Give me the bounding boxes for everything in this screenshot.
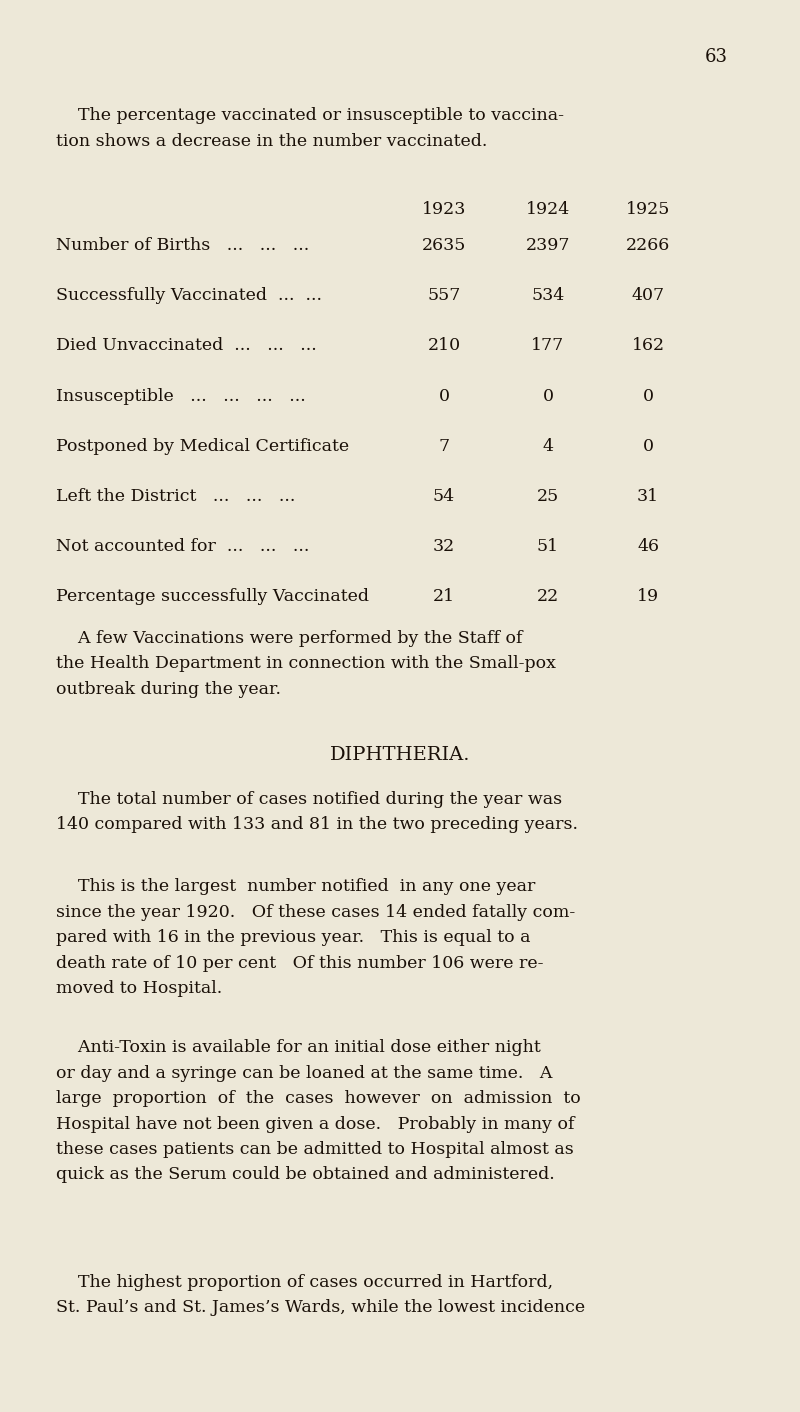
- Text: 31: 31: [637, 487, 659, 505]
- Text: 210: 210: [427, 337, 461, 354]
- Text: The highest proportion of cases occurred in Hartford,
St. Paul’s and St. James’s: The highest proportion of cases occurred…: [56, 1274, 585, 1316]
- Text: 21: 21: [433, 587, 455, 606]
- Text: 407: 407: [631, 288, 665, 305]
- Text: Number of Births   ...   ...   ...: Number of Births ... ... ...: [56, 237, 310, 254]
- Text: Percentage successfully Vaccinated: Percentage successfully Vaccinated: [56, 587, 369, 606]
- Text: 0: 0: [438, 387, 450, 405]
- Text: 54: 54: [433, 487, 455, 505]
- Text: 1925: 1925: [626, 201, 670, 217]
- Text: A few Vaccinations were performed by the Staff of
the Health Department in conne: A few Vaccinations were performed by the…: [56, 630, 556, 698]
- Text: 19: 19: [637, 587, 659, 606]
- Text: This is the largest  number notified  in any one year
since the year 1920.   Of : This is the largest number notified in a…: [56, 878, 575, 997]
- Text: 2266: 2266: [626, 237, 670, 254]
- Text: 177: 177: [531, 337, 565, 354]
- Text: Died Unvaccinated  ...   ...   ...: Died Unvaccinated ... ... ...: [56, 337, 317, 354]
- Text: 51: 51: [537, 538, 559, 555]
- Text: DIPHTHERIA.: DIPHTHERIA.: [330, 746, 470, 764]
- Text: The percentage vaccinated or insusceptible to vaccina-
tion shows a decrease in : The percentage vaccinated or insusceptib…: [56, 107, 564, 150]
- Text: 1923: 1923: [422, 201, 466, 217]
- Text: 1924: 1924: [526, 201, 570, 217]
- Text: 32: 32: [433, 538, 455, 555]
- Text: The total number of cases notified during the year was
140 compared with 133 and: The total number of cases notified durin…: [56, 791, 578, 833]
- Text: Successfully Vaccinated  ...  ...: Successfully Vaccinated ... ...: [56, 288, 322, 305]
- Text: Postponed by Medical Certificate: Postponed by Medical Certificate: [56, 438, 349, 455]
- Text: Anti-Toxin is available for an initial dose either night
or day and a syringe ca: Anti-Toxin is available for an initial d…: [56, 1039, 581, 1183]
- Text: 0: 0: [542, 387, 554, 405]
- Text: 22: 22: [537, 587, 559, 606]
- Text: Left the District   ...   ...   ...: Left the District ... ... ...: [56, 487, 295, 505]
- Text: 0: 0: [642, 438, 654, 455]
- Text: 2635: 2635: [422, 237, 466, 254]
- Text: 7: 7: [438, 438, 450, 455]
- Text: Not accounted for  ...   ...   ...: Not accounted for ... ... ...: [56, 538, 310, 555]
- Text: 63: 63: [705, 48, 727, 66]
- Text: 4: 4: [542, 438, 554, 455]
- Text: 534: 534: [531, 288, 565, 305]
- Text: 46: 46: [637, 538, 659, 555]
- Text: Insusceptible   ...   ...   ...   ...: Insusceptible ... ... ... ...: [56, 387, 306, 405]
- Text: 0: 0: [642, 387, 654, 405]
- Text: 557: 557: [427, 288, 461, 305]
- Text: 25: 25: [537, 487, 559, 505]
- Text: 2397: 2397: [526, 237, 570, 254]
- Text: 162: 162: [631, 337, 665, 354]
